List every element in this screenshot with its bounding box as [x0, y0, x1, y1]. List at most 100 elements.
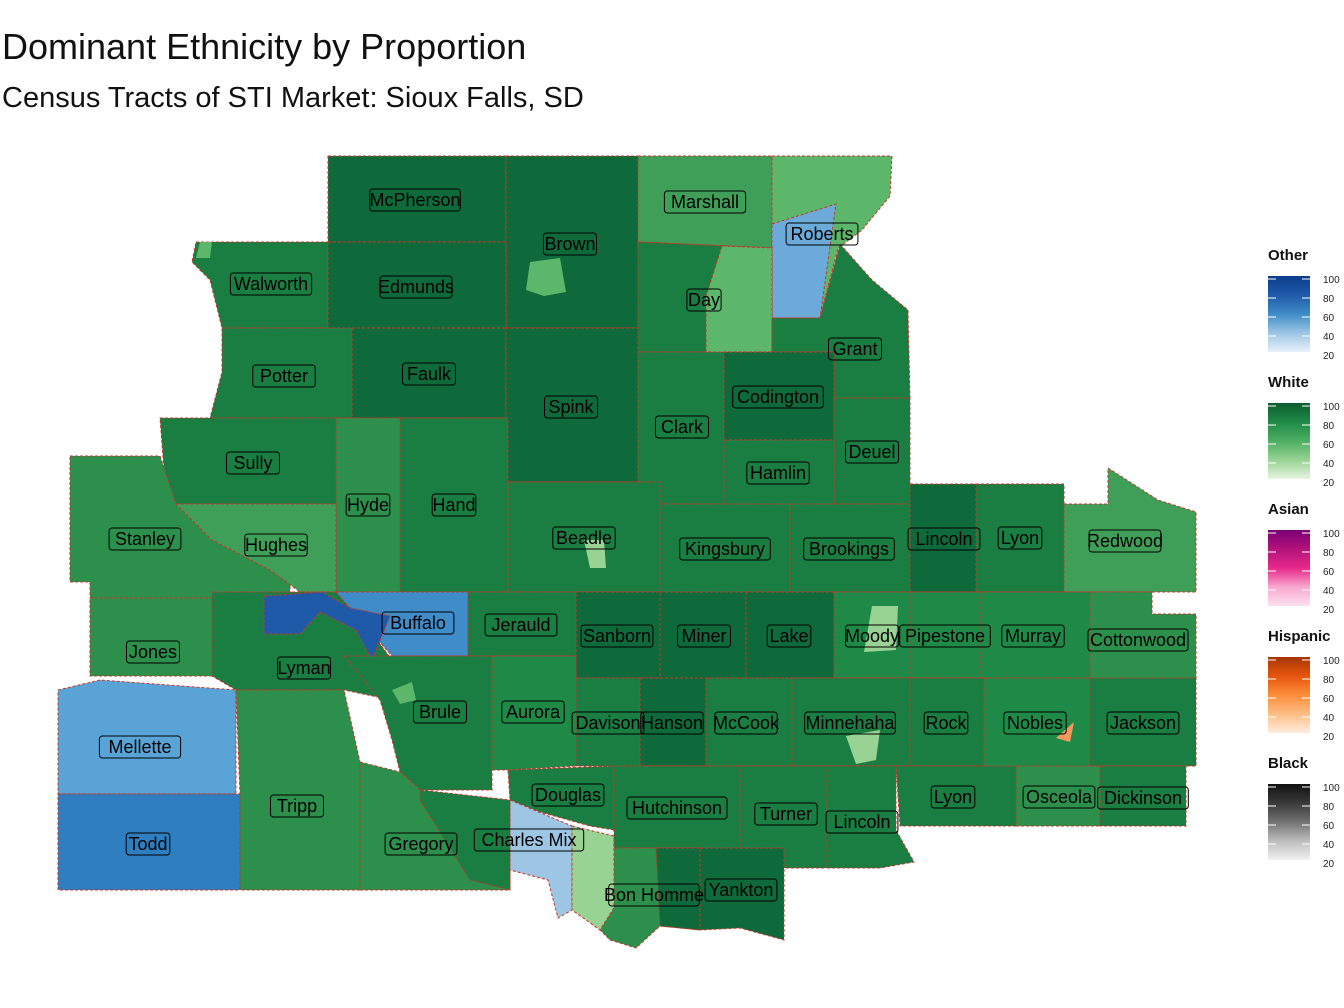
county-label: Miner: [677, 624, 731, 648]
county-label: Hyde: [345, 493, 391, 517]
tract-aberdeen: [526, 258, 566, 296]
county-name: Redwood: [1087, 531, 1163, 551]
region-hughes: [174, 503, 337, 593]
county-name: Grant: [832, 339, 877, 359]
tract-pierre: [196, 242, 212, 258]
county-label: Kingsbury: [679, 537, 771, 561]
county-label: Marshall: [663, 190, 747, 214]
county-labels: McPherson Brown Marshall Roberts Walworth Edm…: [98, 188, 1189, 907]
county-name: Brule: [419, 702, 461, 722]
legend-tick-label: 40: [1323, 459, 1335, 470]
county-label-box: [997, 526, 1043, 550]
county-label: Lyon: [930, 785, 976, 809]
legend-tick-label: 80: [1323, 802, 1335, 813]
tract-huron: [584, 540, 606, 568]
county-name: Walworth: [234, 274, 308, 294]
legend-tick-label: 40: [1323, 840, 1335, 851]
county-label: Lincoln: [825, 810, 899, 834]
county-label-box: [277, 656, 331, 680]
county-label-box: [679, 537, 771, 561]
region-edmunds: [327, 241, 507, 329]
legend-colorbar: [1268, 784, 1310, 860]
county-name: Bon Homme: [604, 885, 704, 905]
county-label-box: [126, 640, 180, 664]
county-label-box: [501, 700, 565, 724]
county-label: Murray: [1001, 624, 1065, 648]
county-label: Jerauld: [484, 613, 558, 637]
county-label: Lincoln: [907, 527, 981, 551]
county-label: Potter: [252, 364, 316, 388]
county-label: Cottonwood: [1087, 628, 1189, 652]
county-label: Sully: [226, 451, 280, 475]
legend-title: Other: [1268, 247, 1308, 264]
county-name: Charles Mix: [481, 830, 576, 850]
county-label-box: [402, 362, 456, 386]
county-label-box: [907, 527, 981, 551]
legend-tick-label: 20: [1323, 351, 1335, 362]
county-name: Jerauld: [491, 615, 550, 635]
legend-colorbar: [1268, 657, 1310, 733]
county-name: Deuel: [848, 442, 895, 462]
legend-title: White: [1268, 374, 1309, 391]
region-osceola: [1015, 765, 1101, 827]
county-label: Redwood: [1087, 529, 1163, 553]
county-label: Hutchinson: [626, 796, 728, 820]
county-name: Hand: [432, 495, 475, 515]
county-name: Hanson: [641, 713, 703, 733]
county-label-box: [845, 624, 899, 648]
county-label-box: [804, 711, 896, 735]
region-buffalo-dark: [263, 591, 391, 662]
county-label-box: [1087, 628, 1189, 652]
county-label-box: [1097, 786, 1189, 810]
tract-chamberlain: [392, 682, 416, 704]
county-label: McPherson: [369, 188, 461, 212]
county-label-box: [413, 700, 467, 724]
legend-tick-label: 40: [1323, 332, 1335, 343]
county-label: Davison: [571, 711, 645, 735]
county-label-box: [704, 878, 778, 902]
region-lake: [745, 591, 835, 679]
county-label-box: [379, 275, 453, 299]
county-label: Brown: [543, 232, 597, 256]
legend-tick-label: 100: [1323, 402, 1340, 413]
county-name: McCook: [713, 713, 780, 733]
county-label: Charles Mix: [473, 828, 585, 852]
county-label: Codington: [732, 385, 824, 409]
county-label: Deuel: [845, 440, 899, 464]
county-label-box: [640, 711, 704, 735]
county-label-box: [828, 337, 882, 361]
region-mcpherson: [327, 155, 507, 243]
county-name: Pipestone: [905, 626, 985, 646]
region-dickinson: [1099, 765, 1187, 827]
county-name: Dickinson: [1104, 788, 1182, 808]
county-label: Hand: [431, 493, 477, 517]
county-label: Sanborn: [580, 624, 654, 648]
county-name: Lyon: [934, 787, 972, 807]
county-name: Hamlin: [750, 463, 806, 483]
region-hamlin: [723, 439, 835, 505]
county-label-box: [431, 493, 477, 517]
county-label-box: [732, 385, 824, 409]
county-label: Yankton: [704, 878, 778, 902]
county-label: Day: [686, 288, 722, 312]
county-label-box: [686, 288, 722, 312]
county-label: Hamlin: [746, 461, 810, 485]
tract-worthington: [1056, 722, 1074, 742]
legend-tick-label: 80: [1323, 421, 1335, 432]
county-label: Bon Homme: [604, 883, 704, 907]
county-label: Grant: [828, 337, 882, 361]
county-label-box: [229, 272, 313, 296]
county-label-box: [677, 624, 731, 648]
county-label-box: [473, 828, 585, 852]
county-label: Jackson: [1106, 711, 1180, 735]
county-label-box: [543, 232, 597, 256]
region-hanson: [639, 677, 707, 767]
county-name: Hutchinson: [632, 798, 722, 818]
county-name: Lake: [769, 626, 808, 646]
county-name: Lyman: [277, 658, 330, 678]
county-name: Kingsbury: [685, 539, 765, 559]
legend-tick-label: 80: [1323, 675, 1335, 686]
county-label-box: [803, 537, 895, 561]
county-name: Rock: [925, 713, 967, 733]
